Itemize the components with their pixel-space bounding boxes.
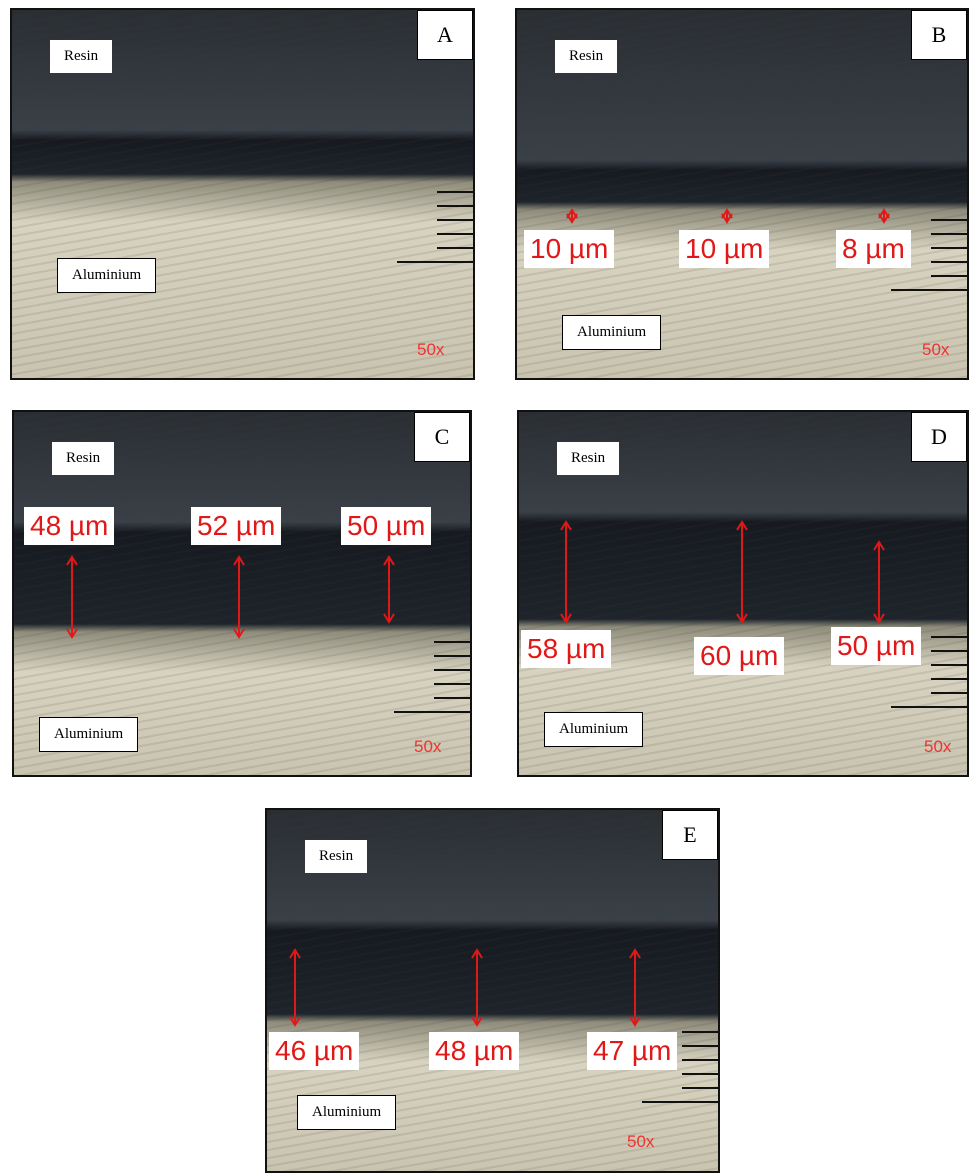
thickness-label: 50 µm bbox=[341, 507, 431, 545]
thickness-arrow bbox=[384, 557, 394, 622]
thickness-label: 46 µm bbox=[269, 1032, 359, 1070]
thickness-label: 50 µm bbox=[831, 627, 921, 665]
thickness-label: 8 µm bbox=[836, 230, 911, 268]
thickness-label: 10 µm bbox=[679, 230, 769, 268]
thickness-arrow bbox=[472, 950, 482, 1025]
thickness-arrow bbox=[737, 522, 747, 622]
thickness-label: 58 µm bbox=[521, 630, 611, 668]
thickness-arrow bbox=[67, 557, 77, 637]
thickness-label: 48 µm bbox=[429, 1032, 519, 1070]
arrows bbox=[14, 412, 472, 777]
thickness-label: 10 µm bbox=[524, 230, 614, 268]
thickness-arrow bbox=[630, 950, 640, 1025]
thickness-label: 48 µm bbox=[24, 507, 114, 545]
arrows bbox=[519, 412, 969, 777]
thickness-arrow bbox=[567, 210, 577, 222]
arrows bbox=[517, 10, 969, 380]
thickness-label: 47 µm bbox=[587, 1032, 677, 1070]
thickness-arrow bbox=[874, 542, 884, 622]
thickness-arrow bbox=[561, 522, 571, 622]
thickness-label: 52 µm bbox=[191, 507, 281, 545]
thickness-label: 60 µm bbox=[694, 637, 784, 675]
arrows bbox=[12, 10, 475, 380]
thickness-arrow bbox=[879, 210, 889, 222]
thickness-arrow bbox=[234, 557, 244, 637]
thickness-arrow bbox=[722, 210, 732, 222]
arrows bbox=[267, 810, 720, 1173]
figure: ResinAluminiumA50xResinAluminiumB50x10 µ… bbox=[0, 0, 969, 1173]
thickness-arrow bbox=[290, 950, 300, 1025]
